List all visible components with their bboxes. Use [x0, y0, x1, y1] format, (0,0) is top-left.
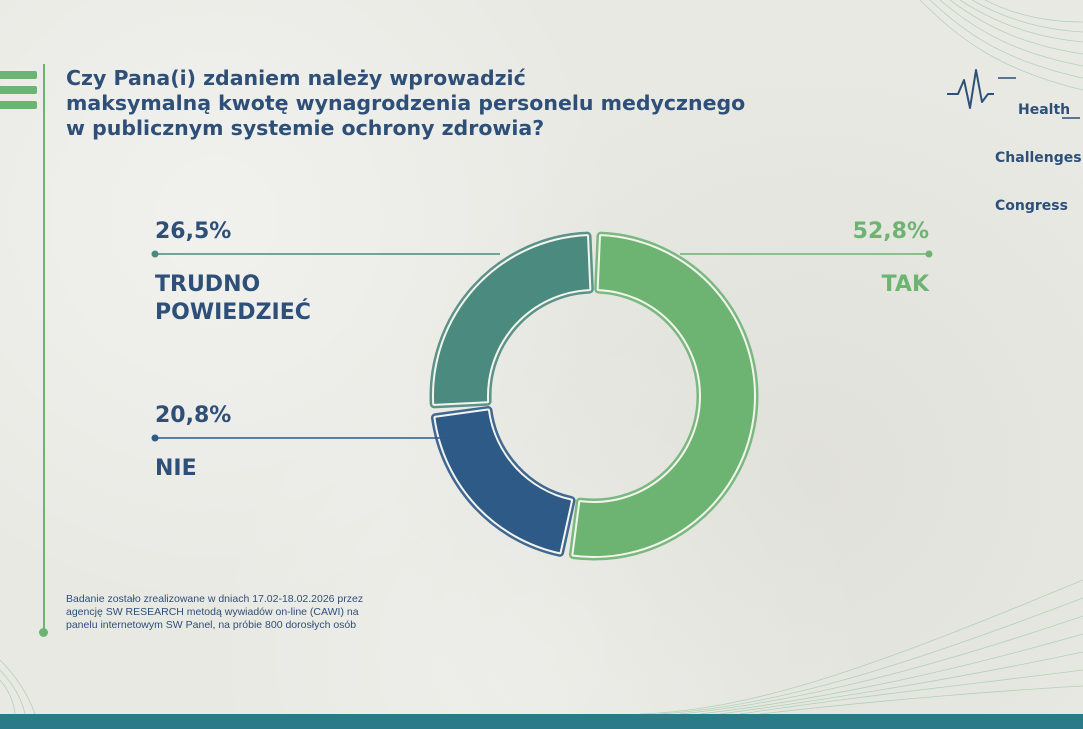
category-label: NIE: [155, 456, 197, 481]
menu-bars-icon: [0, 71, 37, 116]
category-label: TRUDNO: [155, 272, 260, 297]
title-line: Czy Pana(i) zdaniem należy wprowadzić: [66, 66, 526, 90]
leader-dot: [151, 434, 159, 442]
wave-decoration-bottom-left: [0, 659, 36, 714]
value-label: 52,8%: [853, 219, 929, 244]
donut-slice-tak: [573, 236, 754, 556]
methodology-note: Badanie zostało zrealizowane w dniach 17…: [66, 593, 456, 632]
donut-slice-trudno-powiedzieć: [433, 236, 590, 404]
left-accent-dot: [39, 628, 48, 637]
note-line: Badanie zostało zrealizowane w dniach 17…: [66, 593, 364, 605]
bottom-bar: [0, 714, 1083, 729]
wave-decoration-bottom-right: [640, 579, 1083, 714]
category-label: TAK: [882, 272, 930, 297]
donut-slice-nie: [435, 410, 572, 553]
leader-dot: [151, 250, 159, 258]
note-line: agencję SW RESEARCH metodą wywiadów on-l…: [66, 606, 359, 618]
title-line: maksymalną kwotę wynagrodzenia personelu…: [66, 91, 746, 115]
left-accent-line: [43, 64, 45, 632]
note-line: panelu internetowym SW Panel, na próbie …: [66, 619, 357, 631]
logo-line: Congress: [995, 198, 1068, 214]
value-label: 20,8%: [155, 403, 231, 428]
logo-wordmark: Health Challenges Congress: [995, 70, 1082, 246]
logo-line: Health: [1018, 102, 1071, 118]
logo-line: Challenges: [995, 150, 1082, 166]
question-title: Czy Pana(i) zdaniem należy wprowadzić ma…: [66, 66, 896, 141]
heartbeat-logo-icon: [947, 69, 1080, 119]
leader-dot: [925, 250, 933, 258]
value-label: 26,5%: [155, 219, 231, 244]
wave-decoration-top-right: [919, 0, 1083, 91]
title-line: w publicznym systemie ochrony zdrowia?: [66, 116, 545, 140]
category-label: POWIEDZIEĆ: [155, 299, 311, 325]
